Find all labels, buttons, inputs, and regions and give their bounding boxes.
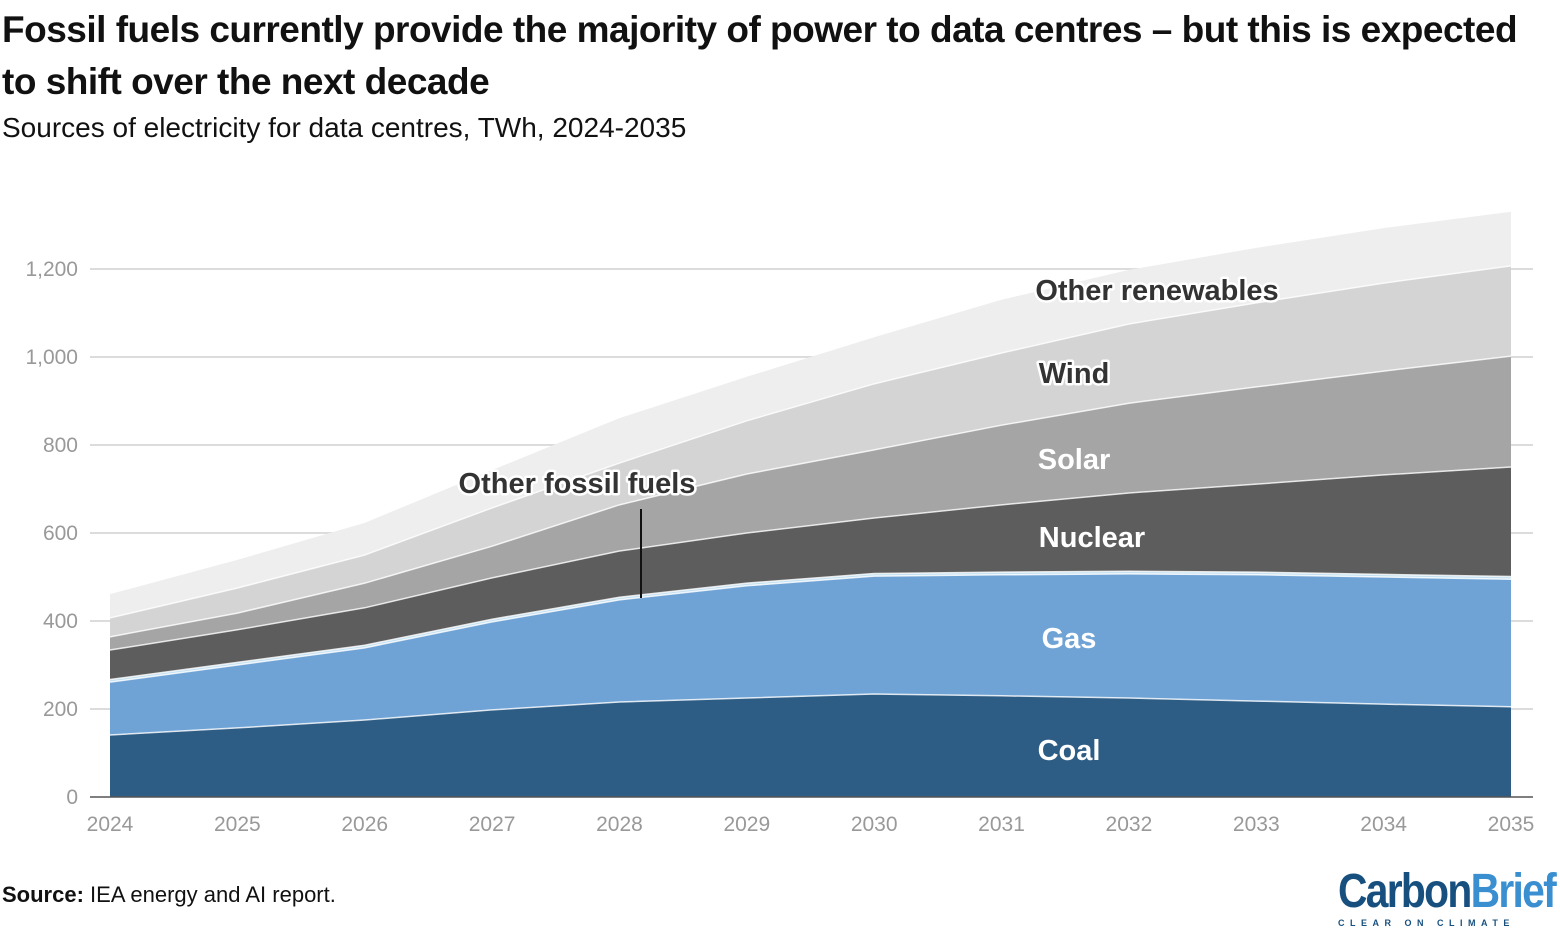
series-boundary <box>109 573 1512 683</box>
x-tick-label: 2027 <box>469 813 516 836</box>
x-tick-label: 2030 <box>851 813 898 836</box>
x-tick-label: 2032 <box>1106 813 1153 836</box>
series-boundary <box>109 466 1512 651</box>
x-tick-label: 2024 <box>87 813 134 836</box>
x-tick-label: 2034 <box>1360 813 1407 836</box>
source-label: Source: <box>2 882 84 907</box>
area-other-renewables <box>110 211 1511 618</box>
series-boundary <box>109 570 1512 681</box>
series-label: Solar <box>1038 444 1111 476</box>
logo-part2: Brief <box>1470 865 1557 918</box>
series-boundary <box>109 693 1512 736</box>
x-tick-label: 2031 <box>978 813 1025 836</box>
area-nuclear <box>110 467 1511 680</box>
area-gas <box>110 573 1511 735</box>
logo-part1: Carbon <box>1338 865 1472 918</box>
source-note: Source: IEA energy and AI report. <box>2 882 336 908</box>
chart-title: Fossil fuels currently provide the major… <box>2 9 1518 102</box>
y-tick-label: 600 <box>43 522 78 545</box>
y-tick-label: 1,200 <box>25 258 78 281</box>
x-tick-label: 2029 <box>723 813 770 836</box>
series-label: Other renewables <box>1035 275 1278 307</box>
series-label: Gas <box>1042 623 1097 655</box>
x-tick-label: 2033 <box>1233 813 1280 836</box>
series-boundary <box>109 355 1512 638</box>
area-solar <box>110 356 1511 651</box>
series-label: Other fossil fuels <box>459 468 696 500</box>
x-tick-label: 2035 <box>1488 813 1535 836</box>
x-tick-label: 2025 <box>214 813 261 836</box>
y-tick-label: 400 <box>43 610 78 633</box>
series-label: Nuclear <box>1039 522 1145 554</box>
series-boundary <box>109 265 1512 619</box>
x-tick-label: 2028 <box>596 813 643 836</box>
area-wind <box>110 265 1511 637</box>
area-coal <box>110 694 1511 797</box>
logo-tagline: CLEAR ON CLIMATE <box>1338 918 1515 928</box>
y-tick-label: 0 <box>66 786 78 809</box>
y-tick-label: 800 <box>43 434 78 457</box>
carbonbrief-logo: CarbonBrief CLEAR ON CLIMATE <box>1338 865 1560 929</box>
y-tick-label: 1,000 <box>25 346 78 369</box>
series-label: Wind <box>1039 358 1110 390</box>
source-text: IEA energy and AI report. <box>83 882 336 907</box>
x-tick-label: 2026 <box>341 813 388 836</box>
chart-subtitle: Sources of electricity for data centres,… <box>2 112 687 143</box>
series-label: Coal <box>1038 735 1101 767</box>
y-tick-label: 200 <box>43 698 78 721</box>
